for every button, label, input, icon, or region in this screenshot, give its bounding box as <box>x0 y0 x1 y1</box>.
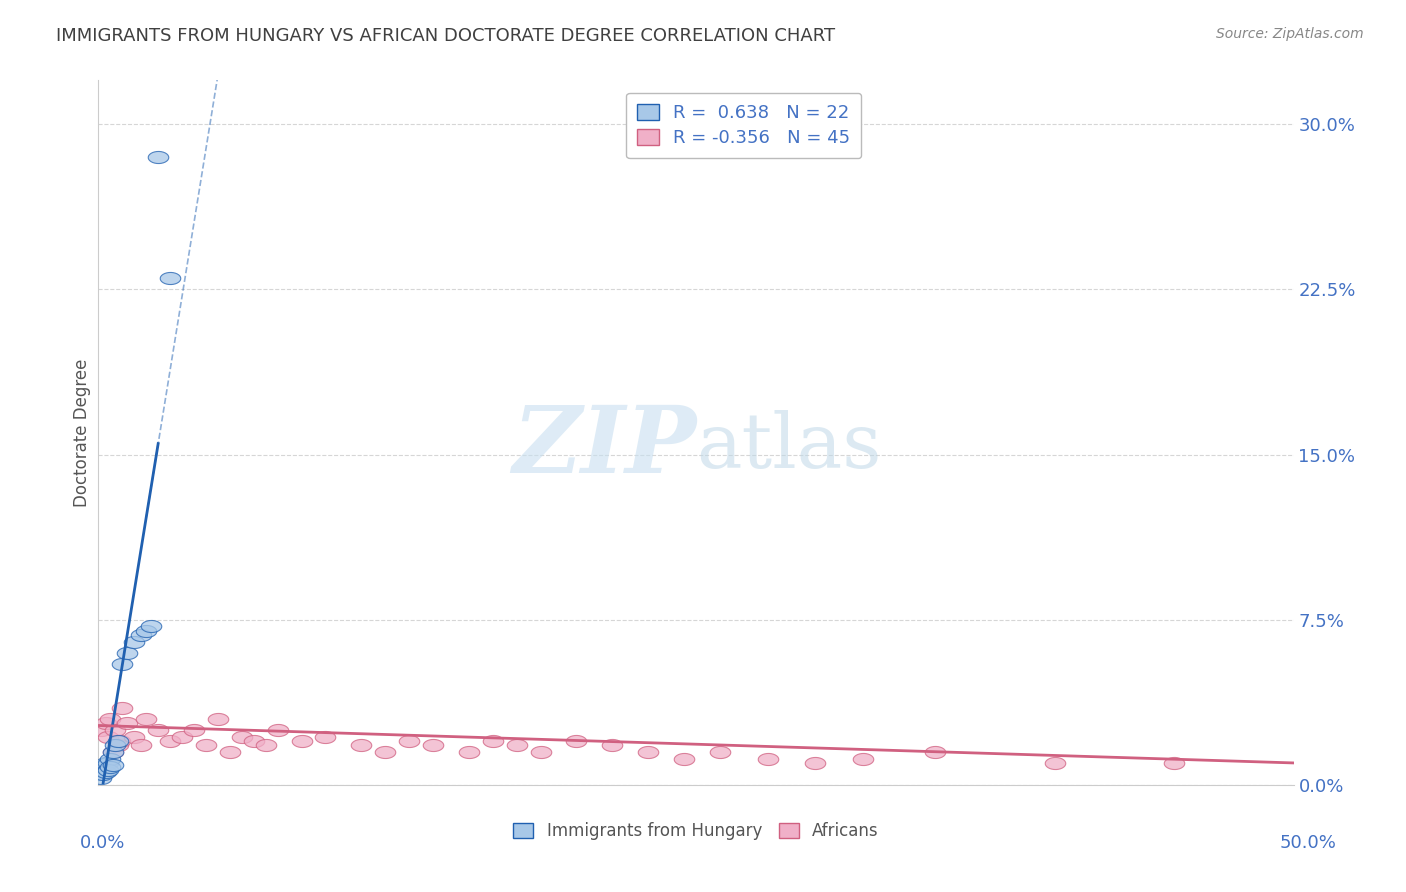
Point <box>131 739 153 753</box>
Point <box>852 751 875 765</box>
Point <box>398 734 420 748</box>
Point <box>291 734 314 748</box>
Point <box>111 701 134 715</box>
Point <box>183 723 205 737</box>
Point <box>101 758 124 772</box>
Point <box>159 734 181 748</box>
Point <box>637 745 659 759</box>
Point <box>97 730 120 744</box>
Point <box>254 739 277 753</box>
Point <box>159 271 181 285</box>
Point <box>135 712 157 726</box>
Point <box>124 730 146 744</box>
Point <box>602 739 624 753</box>
Y-axis label: Doctorate Degree: Doctorate Degree <box>73 359 91 507</box>
Point <box>115 646 138 660</box>
Point <box>565 734 588 748</box>
Point <box>107 734 129 748</box>
Point <box>131 628 153 642</box>
Text: atlas: atlas <box>696 409 882 483</box>
Point <box>98 760 122 774</box>
Point <box>124 635 146 649</box>
Point <box>148 150 170 164</box>
Point <box>90 723 112 737</box>
Point <box>530 745 553 759</box>
Legend: Immigrants from Hungary, Africans: Immigrants from Hungary, Africans <box>506 816 886 847</box>
Point <box>115 716 138 731</box>
Point <box>104 739 127 753</box>
Point <box>107 739 129 753</box>
Point <box>90 767 112 781</box>
Point <box>98 751 122 765</box>
Point <box>98 712 122 726</box>
Point <box>756 751 779 765</box>
Point <box>481 734 505 748</box>
Point <box>104 723 127 737</box>
Point <box>374 745 396 759</box>
Point <box>111 657 134 671</box>
Text: 50.0%: 50.0% <box>1279 834 1336 852</box>
Point <box>94 716 117 731</box>
Point <box>97 763 120 777</box>
Point <box>139 619 162 633</box>
Point <box>267 723 290 737</box>
Point <box>506 739 529 753</box>
Point <box>135 624 157 638</box>
Point <box>458 745 481 759</box>
Point <box>924 745 946 759</box>
Point <box>231 730 253 744</box>
Point <box>709 745 731 759</box>
Text: 0.0%: 0.0% <box>80 834 125 852</box>
Point <box>91 767 114 781</box>
Point <box>94 764 117 779</box>
Point <box>673 751 696 765</box>
Text: Source: ZipAtlas.com: Source: ZipAtlas.com <box>1216 27 1364 41</box>
Point <box>94 756 117 770</box>
Point <box>1163 756 1185 770</box>
Point <box>148 723 170 737</box>
Text: ZIP: ZIP <box>512 401 696 491</box>
Point <box>315 730 337 744</box>
Point <box>101 745 124 759</box>
Point <box>243 734 266 748</box>
Point <box>804 756 827 770</box>
Point <box>172 730 194 744</box>
Point <box>108 734 131 748</box>
Point <box>97 756 120 770</box>
Point <box>350 739 373 753</box>
Point <box>90 772 112 786</box>
Point <box>1043 756 1066 770</box>
Text: IMMIGRANTS FROM HUNGARY VS AFRICAN DOCTORATE DEGREE CORRELATION CHART: IMMIGRANTS FROM HUNGARY VS AFRICAN DOCTO… <box>56 27 835 45</box>
Point <box>422 739 444 753</box>
Point <box>207 712 229 726</box>
Point <box>219 745 242 759</box>
Point <box>195 739 218 753</box>
Point <box>91 760 114 774</box>
Point <box>101 745 124 759</box>
